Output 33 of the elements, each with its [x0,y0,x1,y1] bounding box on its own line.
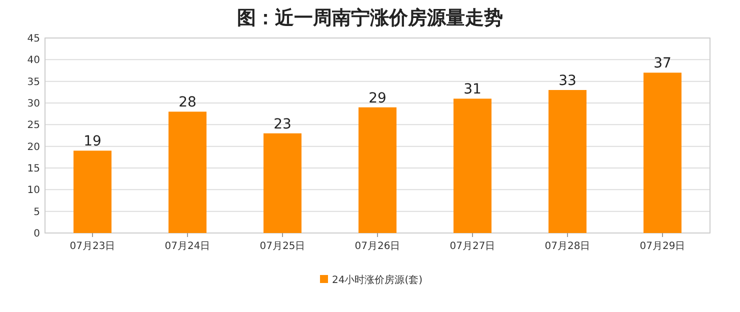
y-tick-label: 30 [27,98,40,110]
bar [548,90,586,233]
y-tick-label: 35 [27,76,40,88]
chart-title: 图：近一周南宁涨价房源量走势 [237,7,503,29]
y-tick-label: 5 [34,206,40,218]
legend-label: 24小时涨价房源(套) [332,274,423,286]
bar [644,72,682,233]
y-tick-label: 25 [27,120,40,132]
x-tick-label: 07月25日 [260,241,306,252]
bar [168,112,206,233]
x-tick-label: 07月29日 [640,241,686,252]
data-label: 37 [654,56,672,72]
bar [74,150,112,233]
y-tick-label: 45 [27,34,40,44]
y-tick-label: 15 [27,164,40,174]
y-tick-label: 40 [27,55,40,66]
data-label: 31 [464,82,482,98]
y-tick-label: 10 [27,185,40,196]
bar [358,107,396,233]
x-tick-label: 07月27日 [450,241,496,252]
y-tick-label: 0 [34,228,40,240]
data-label: 29 [368,90,386,106]
data-label: 28 [178,94,196,111]
x-tick-label: 07月23日 [70,241,116,252]
data-label: 19 [84,134,102,150]
y-tick-label: 20 [27,142,40,153]
x-tick-label: 07月28日 [544,241,590,252]
data-label: 33 [558,73,576,89]
data-label: 23 [274,116,292,132]
bar [264,133,302,233]
bar [454,98,492,233]
x-tick-label: 07月26日 [354,241,400,252]
x-tick-label: 07月24日 [164,241,210,252]
